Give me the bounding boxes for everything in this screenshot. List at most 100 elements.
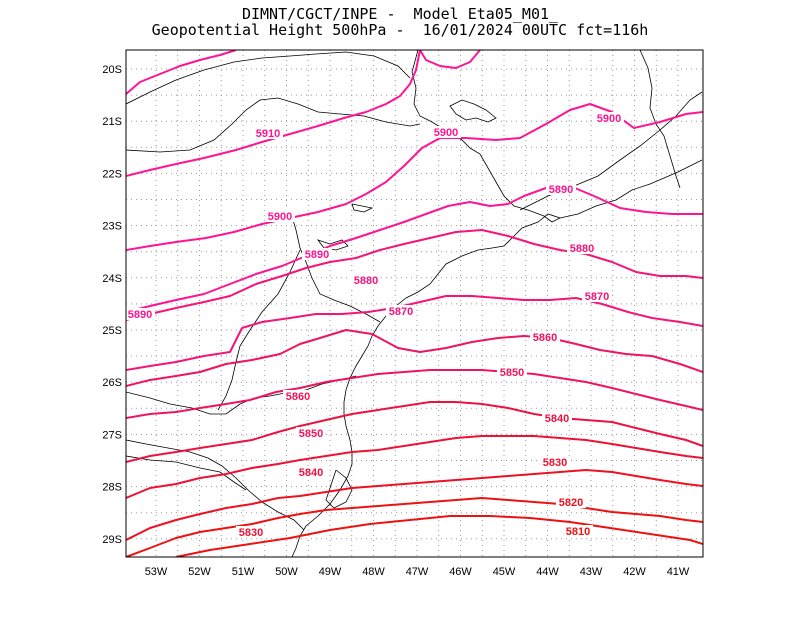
contour-label-5900: 5900	[268, 211, 292, 223]
lat-label: 20S	[102, 64, 122, 76]
contour-label-bg	[283, 390, 313, 402]
contour-label-bg	[296, 427, 326, 439]
lon-label: 53W	[145, 566, 168, 578]
lat-label: 21S	[102, 116, 122, 128]
contour-label-5900: 5900	[597, 113, 621, 125]
state-border-north	[126, 51, 411, 105]
lon-label: 41W	[667, 566, 690, 578]
contour-label-bg	[253, 127, 283, 139]
contour-5840	[126, 401, 703, 463]
country-border-argentina	[126, 439, 305, 531]
contour-label-bg	[431, 126, 461, 138]
lat-label: 23S	[102, 221, 122, 233]
contour-label-5840: 5840	[299, 467, 323, 479]
contour-5810	[175, 515, 703, 557]
contour-label-5880: 5880	[354, 275, 378, 287]
contour-label-bg	[556, 496, 586, 508]
lon-label: 49W	[319, 566, 342, 578]
lat-label: 28S	[102, 482, 122, 494]
contour-5900	[419, 50, 481, 69]
plot-frame	[125, 49, 704, 558]
contour-5820	[126, 469, 703, 541]
contour-label-5890: 5890	[305, 249, 329, 261]
contour-label-5850: 5850	[500, 367, 524, 379]
contour-label-bg	[594, 112, 624, 124]
contour-label-5850: 5850	[299, 428, 323, 440]
contour-label-bg	[546, 183, 576, 195]
state-border-pr	[217, 249, 301, 411]
contour-label-5900: 5900	[434, 127, 458, 139]
contour-label-bg	[386, 305, 416, 317]
longitude-labels: 53W 52W 51W 50W 49W 48W 47W 46W 45W 44W 43W 42W 41W	[145, 566, 690, 578]
lon-label: 45W	[493, 566, 516, 578]
lat-label: 29S	[102, 534, 122, 546]
lon-label: 43W	[580, 566, 603, 578]
contour-label-5830: 5830	[239, 527, 263, 539]
contour-label-bg	[351, 274, 381, 286]
coast-east	[559, 159, 703, 219]
contour-label-5890: 5890	[549, 184, 573, 196]
contour-5910	[126, 50, 237, 95]
reservoir-1	[449, 99, 497, 123]
contour-layer	[126, 50, 703, 557]
lon-label: 42W	[623, 566, 646, 578]
contour-5900	[126, 103, 703, 251]
lon-label: 52W	[188, 566, 211, 578]
contour-5860	[126, 329, 703, 387]
lat-label: 26S	[102, 377, 122, 389]
contour-label-5890: 5890	[128, 309, 152, 321]
title-line-1: DIMNT/CGCT/INPE - Model Eta05_M01_	[241, 5, 559, 23]
contour-label-5840: 5840	[545, 413, 569, 425]
contour-label-bg	[265, 210, 295, 222]
lon-label: 46W	[449, 566, 472, 578]
contour-label-bg	[125, 308, 155, 320]
contour-label-bg	[540, 456, 570, 468]
lon-label: 51W	[232, 566, 255, 578]
lon-label: 44W	[536, 566, 559, 578]
contour-label-bg	[530, 331, 560, 343]
contour-label-bg	[302, 248, 332, 260]
contour-label-5860: 5860	[286, 391, 310, 403]
contour-5880	[126, 229, 703, 321]
contour-label-5860: 5860	[533, 332, 557, 344]
map-title: DIMNT/CGCT/INPE - Model Eta05_M01_ Geopo…	[0, 6, 800, 38]
lon-label: 50W	[275, 566, 298, 578]
latitude-labels: 20S 21S 22S 23S 24S 25S 26S 27S 28S 29S	[102, 64, 122, 546]
contour-5850	[126, 369, 703, 419]
lat-label: 27S	[102, 429, 122, 441]
contour-label-5830: 5830	[543, 457, 567, 469]
contour-label-bg	[563, 525, 593, 537]
river-uruguay	[126, 455, 247, 491]
contour-label-bg	[497, 366, 527, 378]
contour-5810	[126, 497, 703, 557]
coastline-borders	[126, 50, 703, 557]
contour-label-layer: 5910 5900 5900 5900 5890 5890 5890 5880 5880 5870…	[125, 112, 624, 539]
contour-label-5910: 5910	[256, 128, 280, 140]
lat-label: 24S	[102, 273, 122, 285]
contour-label-5880: 5880	[570, 243, 594, 255]
contour-label-5820: 5820	[559, 497, 583, 509]
state-border-sp	[289, 209, 381, 323]
coastline	[291, 50, 562, 557]
state-border-es	[639, 50, 681, 189]
contour-label-bg	[582, 290, 612, 302]
contour-5910	[126, 50, 421, 177]
contour-5830	[126, 435, 703, 499]
contour-label-bg	[296, 466, 326, 478]
state-border-west	[126, 97, 421, 153]
contour-label-5810: 5810	[566, 526, 590, 538]
contour-label-bg	[567, 242, 597, 254]
contour-label-5870: 5870	[585, 291, 609, 303]
lon-label: 48W	[362, 566, 385, 578]
lagoon-south	[325, 469, 353, 509]
lon-label: 47W	[406, 566, 429, 578]
title-line-2: Geopotential Height 500hPa - 16/01/2024 …	[151, 21, 649, 39]
reservoir-2	[351, 203, 374, 213]
contour-5890	[126, 185, 703, 313]
contour-label-bg	[236, 526, 266, 538]
contour-label-bg	[542, 412, 572, 424]
lat-label: 22S	[102, 168, 122, 180]
lat-label: 25S	[102, 325, 122, 337]
contour-label-5870: 5870	[389, 306, 413, 318]
